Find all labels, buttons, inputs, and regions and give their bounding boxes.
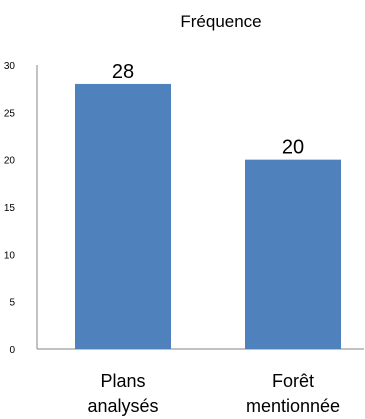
y-tick-label: 0 — [9, 345, 15, 356]
bar — [245, 159, 341, 349]
data-label: 28 — [112, 61, 134, 83]
y-tick-label: 30 — [4, 61, 16, 72]
y-tick-label: 15 — [4, 203, 16, 214]
y-tick-label: 10 — [4, 250, 16, 261]
y-tick-labels: 0 5 10 15 20 25 30 — [4, 61, 16, 356]
bars — [75, 83, 341, 349]
y-tick-label: 25 — [4, 108, 16, 119]
y-tick-label: 20 — [4, 156, 16, 167]
category-labels: Plans analysés Forêt mentionnée — [87, 371, 340, 416]
data-label: 20 — [282, 137, 304, 159]
chart-title: Fréquence — [180, 12, 261, 31]
category-label: Plans — [100, 371, 145, 391]
category-label: analysés — [87, 396, 158, 416]
category-label: Forêt — [272, 371, 314, 391]
category-label: mentionnée — [246, 396, 340, 416]
bar — [75, 83, 171, 349]
y-tick-label: 5 — [9, 298, 15, 309]
data-labels: 28 20 — [112, 61, 304, 159]
